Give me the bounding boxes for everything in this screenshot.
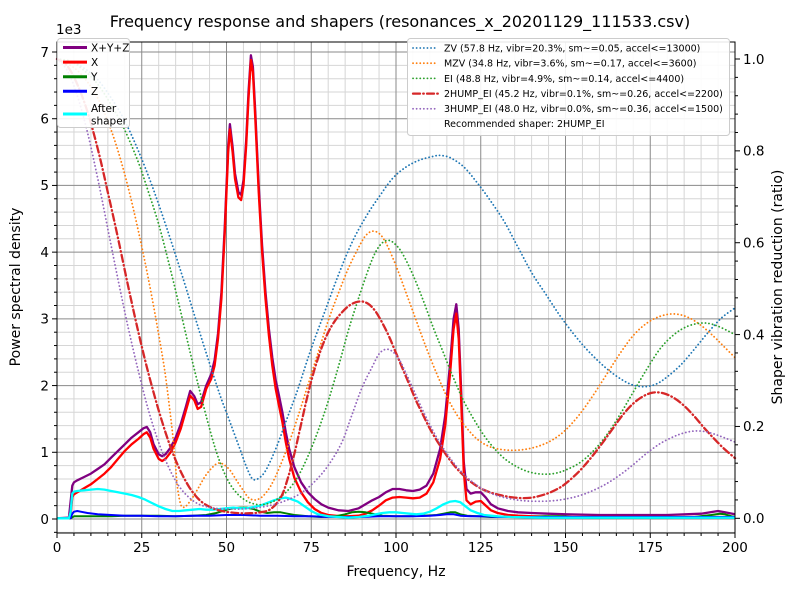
x-tick-label: 175 xyxy=(637,540,663,556)
legend-psd-label: Y xyxy=(90,72,98,84)
legend-shaper-label: MZV (34.8 Hz, vibr=3.6%, sm~=0.17, accel… xyxy=(444,59,696,70)
x-tick-label: 75 xyxy=(303,540,320,556)
axis-ticks: 0 25 50 75 100 125 150 175 200 0 1 2 3 4 5 6 7 0.0 0.2 0.4 0… xyxy=(40,45,764,556)
y-left-axis-label: Power spectral density xyxy=(8,208,24,367)
curve-shaper-ei xyxy=(56,58,736,506)
legend-shaper-entry-shaper-mzv: MZV (34.8 Hz, vibr=3.6%, sm~=0.17, accel… xyxy=(412,59,696,70)
legend-psd-entry-psd-y: Y xyxy=(63,72,98,84)
curve-psd-x xyxy=(57,58,735,520)
y-left-tick-label: 6 xyxy=(40,112,49,128)
x-tick-label: 125 xyxy=(468,540,494,556)
legend-psd-entry-psd-xyz: X+Y+Z xyxy=(63,42,129,54)
grid xyxy=(57,42,735,533)
y-left-tick-label: 2 xyxy=(40,378,49,394)
legend-shaper-label: 2HUMP_EI (45.2 Hz, vibr=0.1%, sm~=0.26, … xyxy=(444,89,723,100)
y-left-tick-label: 7 xyxy=(40,45,49,61)
legend-shapers: ZV (57.8 Hz, vibr=20.3%, sm~=0.05, accel… xyxy=(407,38,730,136)
legend-shaper-label: 3HUMP_EI (48.0 Hz, vibr=0.0%, sm~=0.36, … xyxy=(444,104,723,115)
y-right-tick-label: 0.4 xyxy=(743,327,764,343)
y-left-tick-label: 0 xyxy=(40,512,49,528)
legend-shaper-entry-shaper-zv: ZV (57.8 Hz, vibr=20.3%, sm~=0.05, accel… xyxy=(412,43,700,54)
legend-psd-label: shaper xyxy=(91,116,128,128)
legend-shaper-entry-shaper-ei: EI (48.8 Hz, vibr=4.9%, sm~=0.14, accel<… xyxy=(412,74,684,85)
curve-shaper-mzv xyxy=(56,58,736,509)
legend-shapers-frame xyxy=(407,38,730,136)
y-right-tick-label: 0.2 xyxy=(743,419,764,435)
y-left-tick-label: 3 xyxy=(40,312,49,328)
y-right-axis-label: Shaper vibration reduction (ratio) xyxy=(770,170,786,405)
legend-shaper-entry-shaper-2hump-ei: 2HUMP_EI (45.2 Hz, vibr=0.1%, sm~=0.26, … xyxy=(411,89,723,100)
y-left-tick-label: 1 xyxy=(40,445,49,461)
series-curves xyxy=(55,54,737,520)
curve-shaper-2hump-ei xyxy=(55,57,737,515)
x-tick-label: 200 xyxy=(722,540,748,556)
x-tick-label: 50 xyxy=(218,540,235,556)
legend-psd-label: Z xyxy=(91,86,98,98)
x-tick-label: 100 xyxy=(383,540,409,556)
legend-psd-label: After xyxy=(91,103,117,115)
legend-recommended-note: Recommended shaper: 2HUMP_EI xyxy=(444,119,605,130)
legend-psd-label: X xyxy=(91,57,98,69)
legend-psd-entry-psd-z: Z xyxy=(63,86,98,98)
legend-shaper-label: ZV (57.8 Hz, vibr=20.3%, sm~=0.05, accel… xyxy=(444,43,700,54)
y-right-tick-label: 0.8 xyxy=(743,144,764,160)
legend-psd-label: X+Y+Z xyxy=(91,42,129,54)
y-left-tick-label: 4 xyxy=(40,245,49,261)
y-right-tick-label: 0.6 xyxy=(743,236,764,252)
legend-shaper-entry-shaper-3hump-ei: 3HUMP_EI (48.0 Hz, vibr=0.0%, sm~=0.36, … xyxy=(412,104,723,115)
y-left-tick-label: 5 xyxy=(40,178,49,194)
legend-psd-entry-psd-x: X xyxy=(63,57,98,69)
chart-title: Frequency response and shapers (resonanc… xyxy=(110,12,690,32)
legend-shaper-label: EI (48.8 Hz, vibr=4.9%, sm~=0.14, accel<… xyxy=(444,74,684,85)
curve-shaper-zv xyxy=(56,58,736,481)
y-right-tick-label: 1.0 xyxy=(743,52,764,68)
x-tick-label: 0 xyxy=(53,540,62,556)
x-tick-label: 25 xyxy=(133,540,150,556)
y-axis-offset-text: 1e3 xyxy=(56,22,81,38)
x-axis-label: Frequency, Hz xyxy=(346,564,445,580)
curve-psd-xyz xyxy=(56,54,736,520)
y-right-tick-label: 0.0 xyxy=(743,511,764,527)
x-tick-label: 150 xyxy=(553,540,579,556)
curve-psd-after-shaper xyxy=(57,487,735,520)
